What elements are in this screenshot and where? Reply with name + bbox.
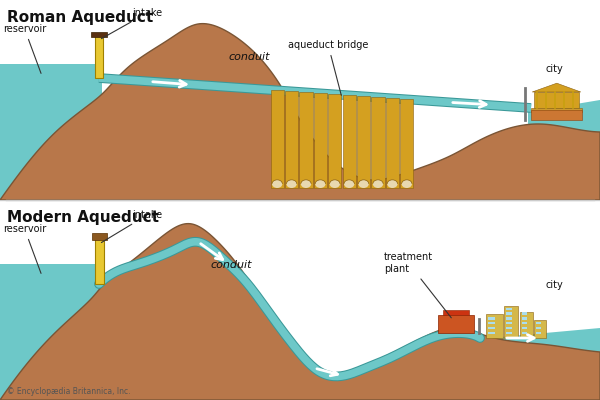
Text: reservoir: reservoir <box>3 24 46 73</box>
Text: Modern Aqueduct: Modern Aqueduct <box>7 210 159 225</box>
Bar <box>371 97 385 188</box>
Bar <box>522 332 527 334</box>
Text: city: city <box>546 280 564 290</box>
Bar <box>285 91 298 188</box>
Bar <box>506 327 512 329</box>
Bar <box>488 327 495 329</box>
Bar <box>314 93 327 188</box>
Text: aqueduct bridge: aqueduct bridge <box>288 40 368 95</box>
Text: Roman Aqueduct: Roman Aqueduct <box>7 10 154 25</box>
Bar <box>386 98 399 188</box>
Polygon shape <box>0 64 102 200</box>
Bar <box>506 317 512 320</box>
Bar <box>343 95 356 188</box>
Text: reservoir: reservoir <box>3 224 46 273</box>
Ellipse shape <box>286 180 297 188</box>
Bar <box>522 312 527 315</box>
Bar <box>95 34 103 78</box>
Bar <box>299 92 313 188</box>
Bar <box>271 90 284 188</box>
Bar <box>536 327 541 329</box>
Text: city: city <box>546 64 564 74</box>
Bar <box>400 99 413 188</box>
Polygon shape <box>532 83 581 92</box>
Bar <box>504 306 518 338</box>
Ellipse shape <box>358 180 369 188</box>
Polygon shape <box>0 224 600 400</box>
Text: treatment
plant: treatment plant <box>384 252 451 318</box>
Bar <box>506 322 512 324</box>
Text: intake: intake <box>101 210 162 242</box>
Text: conduit: conduit <box>210 260 251 270</box>
Polygon shape <box>528 100 600 200</box>
Text: intake: intake <box>101 8 162 39</box>
Bar <box>488 332 495 334</box>
Ellipse shape <box>373 180 383 188</box>
Bar <box>534 320 546 338</box>
Bar <box>520 312 533 338</box>
Text: © Encyclopædia Britannica, Inc.: © Encyclopædia Britannica, Inc. <box>7 387 131 396</box>
Bar <box>357 96 370 188</box>
Bar <box>531 110 582 120</box>
Bar <box>95 236 104 284</box>
Ellipse shape <box>344 180 355 188</box>
Ellipse shape <box>272 180 283 188</box>
Bar <box>534 92 579 108</box>
Polygon shape <box>0 24 600 200</box>
Polygon shape <box>0 264 102 400</box>
Bar <box>531 108 582 112</box>
Polygon shape <box>468 328 600 400</box>
Ellipse shape <box>301 180 311 188</box>
Bar <box>506 308 512 310</box>
Bar <box>506 332 512 334</box>
Bar <box>438 315 474 333</box>
Bar <box>488 322 495 324</box>
Bar <box>486 314 503 338</box>
Bar <box>506 312 512 315</box>
Bar <box>522 327 527 329</box>
Bar <box>522 322 527 324</box>
Bar <box>328 94 341 188</box>
Bar <box>522 317 527 320</box>
Ellipse shape <box>329 180 340 188</box>
Ellipse shape <box>387 180 398 188</box>
Bar <box>488 317 495 320</box>
Text: conduit: conduit <box>228 52 269 62</box>
Bar <box>443 310 469 315</box>
Bar <box>91 233 107 240</box>
Ellipse shape <box>401 180 412 188</box>
Bar <box>536 322 541 324</box>
Ellipse shape <box>315 180 326 188</box>
Bar <box>91 32 107 37</box>
Bar <box>536 332 541 334</box>
